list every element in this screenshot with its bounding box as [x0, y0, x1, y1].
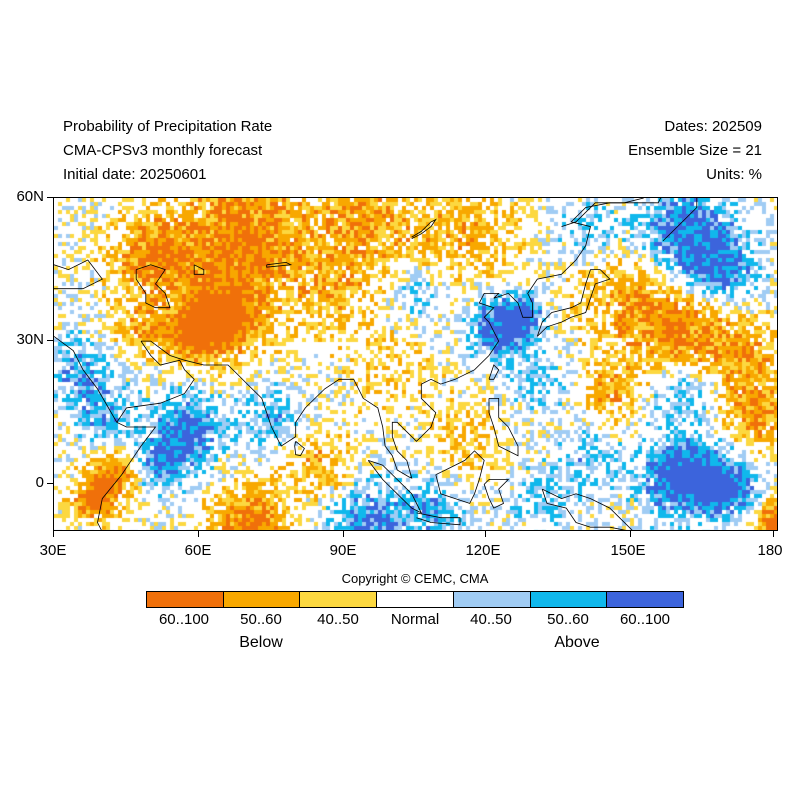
- probability-map: [53, 197, 778, 531]
- forecast-dates: Dates: 202509: [664, 118, 762, 135]
- x-tick-120e: 120E: [465, 542, 501, 559]
- x-tick-mark: [485, 531, 486, 537]
- y-tick-60n: 60N: [16, 188, 44, 205]
- coastline-segment: [141, 340, 354, 447]
- coastline-segment: [54, 259, 103, 290]
- coastline-segment: [193, 264, 205, 275]
- coastline-segment: [411, 218, 437, 239]
- coastline-segment: [116, 340, 195, 423]
- coastline-segment: [541, 488, 633, 530]
- x-tick-60e: 60E: [184, 542, 212, 559]
- color-legend: [146, 591, 684, 608]
- coastline-segment: [488, 364, 500, 380]
- ensemble-size: Ensemble Size = 21: [628, 142, 762, 159]
- y-tick-mark: [47, 197, 53, 198]
- coastline-segment: [135, 264, 171, 309]
- coastlines: [54, 198, 698, 530]
- legend-label: 60..100: [158, 611, 210, 628]
- probability-field: [54, 198, 777, 530]
- legend-label: 60..100: [619, 611, 671, 628]
- legend-label: 40..50: [470, 611, 512, 628]
- x-tick-mark: [773, 531, 774, 537]
- coastline-segment: [536, 269, 611, 337]
- x-tick-mark: [198, 531, 199, 537]
- y-tick-0: 0: [35, 474, 44, 491]
- x-tick-mark: [343, 531, 344, 537]
- y-tick-mark: [47, 483, 53, 484]
- coastline-segment: [435, 450, 485, 504]
- coastline-segment: [294, 440, 305, 457]
- coastline-segment: [54, 336, 157, 530]
- legend-label: 50..60: [547, 611, 589, 628]
- copyright-note: Copyright © CEMC, CMA: [341, 571, 489, 586]
- coastline-segment: [561, 198, 644, 227]
- legend-label: 50..60: [240, 611, 282, 628]
- x-tick-30e: 30E: [39, 542, 67, 559]
- coastline-segment: [662, 198, 698, 242]
- legend-swatch-below-40-50: [300, 592, 378, 607]
- legend-swatch-below-60-100: [147, 592, 224, 607]
- coastline-segment: [353, 198, 662, 479]
- x-tick-150e: 150E: [610, 542, 646, 559]
- x-tick-mark: [53, 531, 54, 537]
- legend-swatch-below-50-60: [223, 592, 301, 607]
- x-tick-90e: 90E: [329, 542, 357, 559]
- legend-swatch-normal: [377, 592, 454, 607]
- legend-label: Normal: [390, 611, 440, 628]
- map-title: Probability of Precipitation Rate: [63, 118, 273, 135]
- legend-below-group: Below: [239, 634, 283, 651]
- x-tick-mark: [630, 531, 631, 537]
- model-name: CMA-CPSv3 monthly forecast: [63, 142, 263, 159]
- coastline-segment: [483, 479, 510, 509]
- legend-swatch-above-60-100: [607, 592, 684, 607]
- units-label: Units: %: [706, 166, 762, 183]
- coastline-segment: [416, 512, 461, 526]
- x-tick-180: 180: [757, 542, 783, 559]
- legend-label: 40..50: [317, 611, 359, 628]
- legend-above-group: Above: [554, 634, 600, 651]
- legend-swatch-above-40-50: [453, 592, 531, 607]
- coastline-segment: [367, 460, 423, 514]
- initial-date: Initial date: 20250601: [63, 166, 207, 183]
- y-tick-30n: 30N: [16, 331, 44, 348]
- y-tick-mark: [47, 340, 53, 341]
- legend-swatch-above-50-60: [530, 592, 608, 607]
- coastline-segment: [266, 261, 293, 268]
- coastline-segment: [488, 397, 519, 457]
